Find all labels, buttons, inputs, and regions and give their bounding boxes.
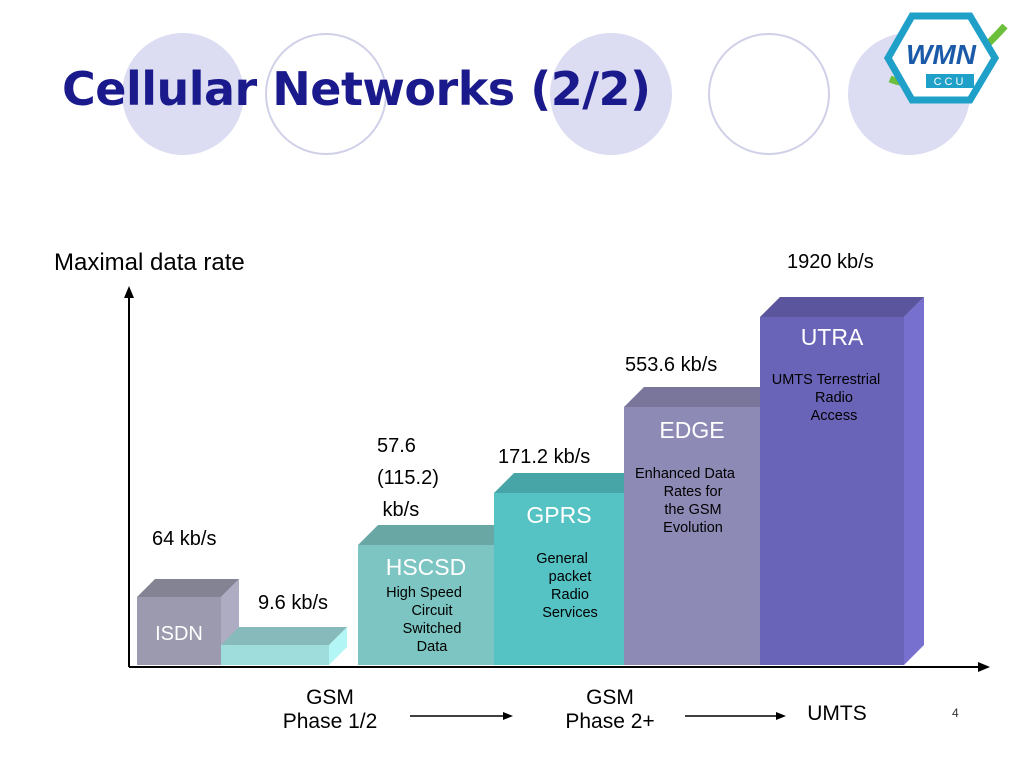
bar-description: High Speed Circuit Switched Data xyxy=(386,585,462,655)
wmn-logo: WMN CCU xyxy=(883,12,1008,104)
bar-description: Enhanced Data Rates for the GSM Evolution xyxy=(635,466,736,536)
rate-label: 171.2 kb/s xyxy=(498,446,591,468)
x-axis-arrow xyxy=(978,662,990,672)
axes xyxy=(124,286,990,672)
bars: ISDN HSCSD High Speed Circuit Switched Data GP… xyxy=(137,297,924,665)
bar-gsm-phase1 xyxy=(221,627,347,665)
y-axis-arrow xyxy=(124,286,134,298)
bar-front xyxy=(221,645,329,665)
bar-front xyxy=(358,545,494,665)
bar-name: ISDN xyxy=(155,623,203,645)
bar-isdn xyxy=(137,579,239,665)
logo-subtext: CCU xyxy=(934,76,967,88)
rate-label: 57.6 (115.2) kb/s xyxy=(377,435,439,521)
bar-name: HSCSD xyxy=(386,554,467,580)
decor-circle xyxy=(265,33,387,155)
bar-top xyxy=(137,579,239,597)
decor-circle xyxy=(122,33,244,155)
bar-side xyxy=(904,297,924,665)
logo-text: WMN xyxy=(906,39,977,70)
bar-top xyxy=(221,627,347,645)
slide-title: Cellular Networks (2/2) xyxy=(62,62,651,116)
x-phase-label: GSM Phase 2+ xyxy=(565,686,655,733)
bar-top xyxy=(358,525,514,545)
bar-top xyxy=(760,297,924,317)
rate-label: 64 kb/s xyxy=(152,528,217,550)
bar-top xyxy=(494,473,644,493)
bar-front xyxy=(624,407,760,665)
y-axis-label: Maximal data rate xyxy=(54,249,245,276)
x-phase-label: UMTS xyxy=(807,702,867,725)
bar-name: GPRS xyxy=(526,502,591,528)
bar-description: General packet Radio Services xyxy=(536,551,598,621)
bar-name: UTRA xyxy=(801,324,864,350)
rate-label: 1920 kb/s xyxy=(787,251,874,273)
x-phase-label: GSM Phase 1/2 xyxy=(282,686,378,733)
bar-side xyxy=(329,627,347,665)
bar-name: EDGE xyxy=(659,417,724,443)
rate-label: 553.6 kb/s xyxy=(625,354,718,376)
bar-utra xyxy=(760,297,924,665)
bar-top xyxy=(624,387,780,407)
decor-circle xyxy=(550,33,672,155)
page-number: 4 xyxy=(952,706,959,720)
phase-arrows xyxy=(410,712,786,720)
bar-front xyxy=(137,597,221,665)
decor-circle xyxy=(708,33,830,155)
bar-hscsd xyxy=(358,525,514,665)
rate-label: 9.6 kb/s xyxy=(258,592,329,614)
bar-front xyxy=(494,493,624,665)
bar-description: UMTS Terrestrial Radio Access xyxy=(772,372,881,424)
bar-front xyxy=(760,317,904,665)
